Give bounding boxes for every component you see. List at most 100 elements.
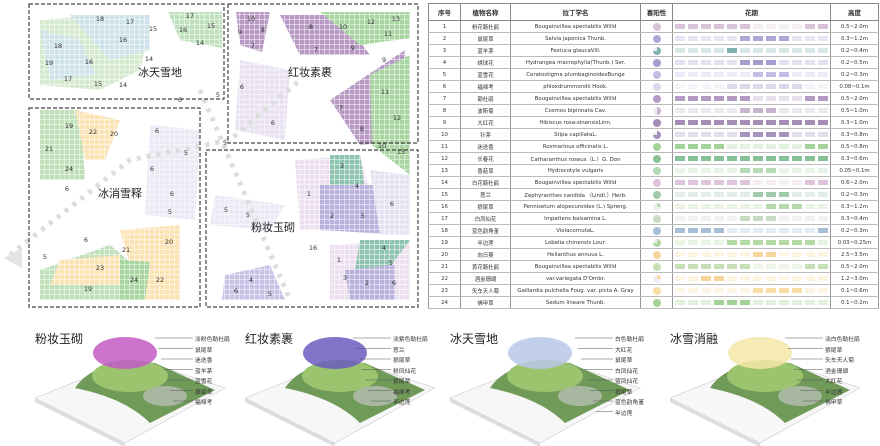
bloom-month-3 bbox=[701, 180, 711, 185]
base-edge bbox=[245, 398, 335, 446]
bloom-month-11 bbox=[805, 132, 815, 137]
bloom-month-10 bbox=[792, 72, 802, 77]
bloom-month-11 bbox=[805, 180, 815, 185]
bloom-month-5 bbox=[727, 288, 737, 293]
bloom-month-3 bbox=[701, 84, 711, 89]
sun-tolerance-icon bbox=[652, 298, 661, 307]
header-no: 序号 bbox=[428, 3, 461, 21]
bloom-month-3 bbox=[701, 108, 711, 113]
plant-number-label: 23 bbox=[96, 264, 104, 272]
bloom-month-11 bbox=[805, 144, 815, 149]
bloom-month-2 bbox=[688, 156, 698, 161]
bloom-month-7 bbox=[753, 120, 763, 125]
bloom-month-5 bbox=[727, 72, 737, 77]
row-latin: Bougainvillea spectabilis Willd bbox=[510, 176, 641, 189]
bloom-month-4 bbox=[714, 84, 724, 89]
bloom-month-9 bbox=[779, 168, 789, 173]
plant-number-label: 1 bbox=[337, 256, 341, 264]
bloom-month-10 bbox=[792, 24, 802, 29]
bloom-month-1 bbox=[675, 216, 685, 221]
row-name: 鼠尾草 bbox=[460, 32, 511, 45]
plant-number-label: 10 bbox=[378, 142, 386, 150]
row-latin: phloxdrummondii Hook. bbox=[510, 80, 641, 93]
planting-grid bbox=[222, 265, 285, 300]
region-boundary bbox=[227, 3, 419, 144]
plant-callout: 福禄考 bbox=[195, 400, 213, 406]
row-latin: Zephyranthes candida （Lindl.）Herb. bbox=[510, 188, 641, 201]
bloom-month-2 bbox=[688, 84, 698, 89]
bloom-month-5 bbox=[727, 276, 737, 281]
row-bloom bbox=[672, 296, 831, 309]
garden-illustration bbox=[245, 337, 436, 446]
flower-canopy bbox=[508, 337, 572, 369]
planting-grid bbox=[330, 155, 365, 190]
region-title: 红妆素裹 bbox=[288, 65, 332, 79]
plant-number-label: 18 bbox=[96, 15, 104, 23]
plant-number-label: 5 bbox=[268, 290, 272, 298]
bloom-month-2 bbox=[688, 168, 698, 173]
bloom-month-8 bbox=[766, 252, 776, 257]
bloom-month-2 bbox=[688, 36, 698, 41]
bloom-month-10 bbox=[792, 180, 802, 185]
garden-title: 粉妆玉砌 bbox=[35, 332, 84, 346]
bloom-month-5 bbox=[727, 216, 737, 221]
bloom-month-7 bbox=[753, 156, 763, 161]
bloom-month-8 bbox=[766, 300, 776, 305]
bloom-month-9 bbox=[779, 228, 789, 233]
bloom-month-12 bbox=[818, 144, 828, 149]
plant-number-label: 6 bbox=[178, 96, 182, 104]
bloom-month-6 bbox=[740, 300, 750, 305]
bloom-month-5 bbox=[727, 204, 737, 209]
bloom-month-11 bbox=[805, 216, 815, 221]
bloom-month-1 bbox=[675, 300, 685, 305]
bloom-month-8 bbox=[766, 48, 776, 53]
row-no: 7 bbox=[428, 92, 461, 105]
bloom-month-3 bbox=[701, 252, 711, 257]
planting-grid bbox=[75, 110, 120, 160]
bloom-month-9 bbox=[779, 108, 789, 113]
row-latin: Hydrocotyle vulgaris bbox=[510, 164, 641, 177]
garden-section: 红妆素裹 淡紫色勒杜鹃 葱兰 狼尾草 粉凤仙花 鼠尾草 福禄考 半边莲 bbox=[245, 318, 460, 446]
row-name: 福禄考 bbox=[460, 80, 511, 93]
sun-tolerance-icon bbox=[652, 106, 661, 115]
row-name: 狼尾草 bbox=[460, 200, 511, 213]
bloom-month-6 bbox=[740, 240, 750, 245]
plant-callout: 狼尾草 bbox=[615, 389, 633, 396]
row-name: 佛甲草 bbox=[460, 296, 511, 309]
bloom-month-3 bbox=[701, 132, 711, 137]
plant-number-label: 16 bbox=[179, 26, 187, 34]
row-sun bbox=[640, 164, 673, 177]
bloom-month-11 bbox=[805, 252, 815, 257]
bloom-month-7 bbox=[753, 276, 763, 281]
bloom-month-9 bbox=[779, 192, 789, 197]
row-bloom bbox=[672, 248, 831, 261]
row-height: 0.5~1.0m bbox=[830, 104, 879, 117]
planting-grid bbox=[168, 12, 222, 48]
row-latin: Impatiens balsamina L. bbox=[510, 212, 641, 225]
plant-number-label: 6 bbox=[155, 127, 159, 135]
bloom-month-6 bbox=[740, 288, 750, 293]
bloom-month-5 bbox=[727, 132, 737, 137]
table-row: 8 波斯菊 Cosmos bipinnata Cav. 0.5~1.0m bbox=[428, 104, 879, 117]
table-row: 24 佛甲草 Sedum lineare Thunb. 0.1~0.2m bbox=[428, 296, 879, 309]
plant-number-label: 18 bbox=[54, 42, 62, 50]
plant-number-label: 6 bbox=[271, 119, 275, 127]
bloom-month-1 bbox=[675, 228, 685, 233]
plant-number-label: 20 bbox=[110, 130, 118, 138]
row-latin: Bougainvillea spectabilis Willd bbox=[510, 92, 641, 105]
row-sun bbox=[640, 104, 673, 117]
row-bloom bbox=[672, 152, 831, 165]
bloom-month-6 bbox=[740, 72, 750, 77]
planting-grid bbox=[120, 260, 150, 300]
row-sun bbox=[640, 188, 673, 201]
sun-tolerance-icon bbox=[652, 154, 661, 163]
sun-tolerance-icon bbox=[652, 190, 661, 199]
bloom-month-4 bbox=[714, 156, 724, 161]
bloom-month-3 bbox=[701, 168, 711, 173]
bloom-month-10 bbox=[792, 276, 802, 281]
garden-illustration bbox=[450, 337, 641, 446]
bloom-month-11 bbox=[805, 24, 815, 29]
bloom-month-10 bbox=[792, 48, 802, 53]
row-no: 13 bbox=[428, 164, 461, 177]
row-bloom bbox=[672, 260, 831, 273]
